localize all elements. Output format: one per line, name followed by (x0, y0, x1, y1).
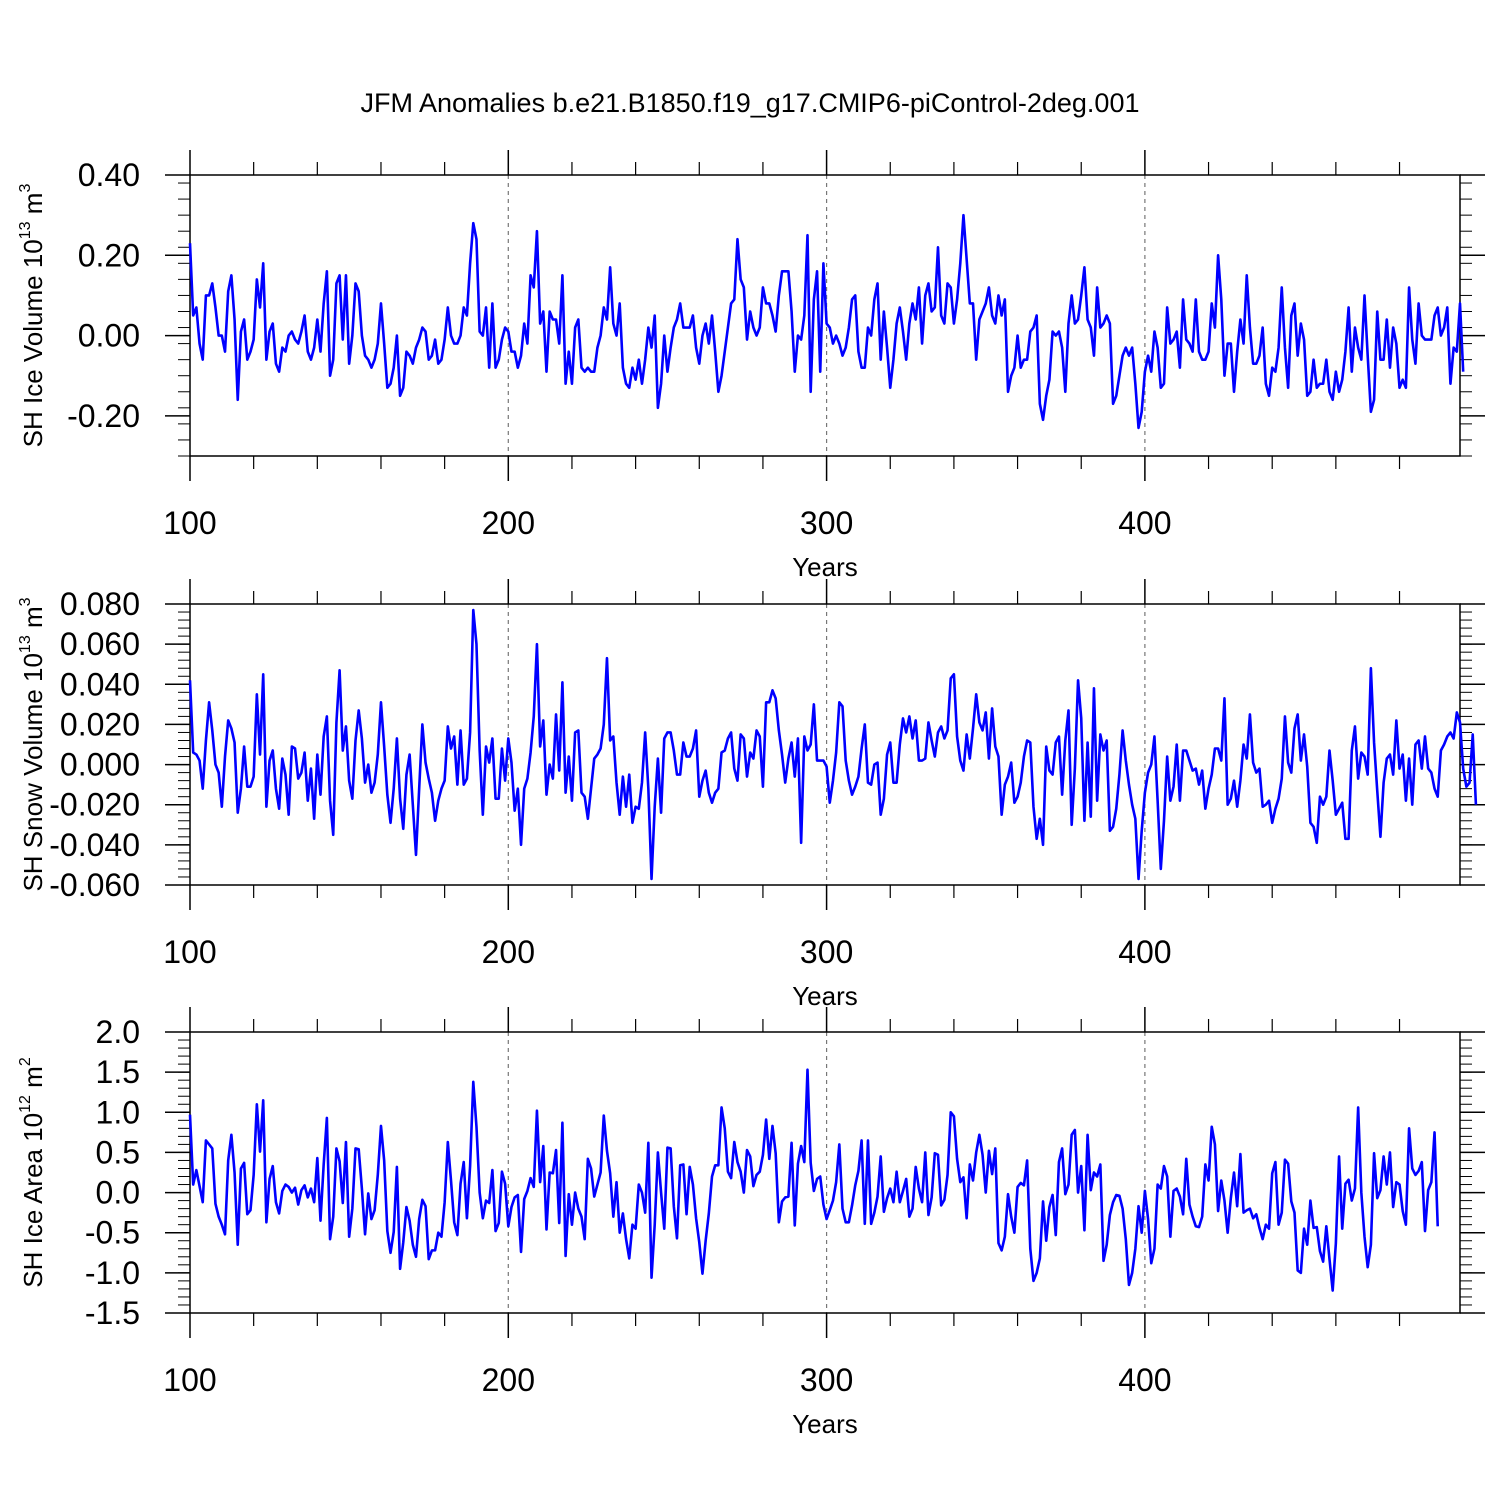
y-axis-title: SH Snow Volume 1013 m3 (17, 597, 48, 891)
x-tick-label: 300 (800, 505, 853, 541)
y-tick-label: -0.5 (85, 1215, 140, 1251)
x-axis-title: Years (792, 552, 858, 582)
chart-title: JFM Anomalies b.e21.B1850.f19_g17.CMIP6-… (361, 88, 1140, 118)
y-axis-title-unit: m (18, 193, 48, 222)
y-tick-label: 0.0 (96, 1175, 140, 1211)
y-tick-label: 0.00 (78, 318, 140, 354)
y-tick-label: -0.040 (49, 827, 140, 863)
x-tick-label: 400 (1118, 505, 1171, 541)
y-axis-title-unit-exp: 2 (17, 1057, 34, 1066)
y-tick-label: 0.40 (78, 157, 140, 193)
y-axis-title-exp: 12 (17, 1095, 34, 1113)
series-line (188, 1068, 1440, 1292)
panel-1: 100 200 300 400 Years 0.40 0.20 0.00 -0.20 SH Ice… (17, 150, 1485, 582)
x-tick-label: 300 (800, 934, 853, 970)
y-tick-label: 1.0 (96, 1094, 140, 1130)
x-axis-title: Years (792, 1409, 858, 1439)
y-axis-title-unit: m (18, 606, 48, 635)
x-tick-label: 200 (482, 1362, 535, 1398)
x-tick-label: 400 (1118, 1362, 1171, 1398)
y-axis-title-exp: 13 (17, 635, 34, 653)
y-tick-label: 2.0 (96, 1014, 140, 1050)
series-line (188, 608, 1478, 881)
y-tick-label: -0.20 (67, 398, 140, 434)
plot-frame (189, 603, 1461, 886)
y-tick-label: 0.5 (96, 1134, 140, 1170)
y-axis-title: SH Ice Volume 1013 m3 (17, 184, 48, 448)
y-tick-label: 0.060 (60, 626, 140, 662)
y-axis-title-unit-exp: 3 (17, 184, 34, 193)
x-axis-title: Years (792, 981, 858, 1011)
series-line (188, 213, 1465, 430)
y-axis-title-unit: m (18, 1066, 48, 1095)
x-tick-label: 300 (800, 1362, 853, 1398)
y-tick-label: 1.5 (96, 1054, 140, 1090)
x-tick-label: 200 (482, 505, 535, 541)
y-tick-label: 0.20 (78, 237, 140, 273)
y-axis-title: SH Ice Area 1012 m2 (17, 1057, 48, 1288)
x-tick-label: 400 (1118, 934, 1171, 970)
panels: 100 200 300 400 Years 0.40 0.20 0.00 -0.20 SH Ice… (17, 150, 1485, 1439)
x-tick-label: 100 (163, 505, 216, 541)
x-tick-label: 200 (482, 934, 535, 970)
x-tick-label: 100 (163, 1362, 216, 1398)
y-axis-title-text: SH Snow Volume 10 (18, 653, 48, 891)
y-axis-title-unit-exp: 3 (17, 597, 34, 606)
y-tick-label: -0.020 (49, 787, 140, 823)
plot-frame (189, 1031, 1461, 1314)
y-tick-label: 0.000 (60, 747, 140, 783)
y-tick-label: -1.0 (85, 1255, 140, 1291)
y-tick-label: 0.080 (60, 586, 140, 622)
y-axis-title-text: SH Ice Area 10 (18, 1113, 48, 1288)
y-axis-title-text: SH Ice Volume 10 (18, 239, 48, 447)
y-tick-label: -1.5 (85, 1295, 140, 1331)
x-tick-label: 100 (163, 934, 216, 970)
panel-3: 100 200 300 400 Years 2.0 1.5 1.0 0.5 0.0 -0.5 -1.0… (17, 1007, 1485, 1439)
y-axis-title-exp: 13 (17, 221, 34, 239)
y-tick-label: 0.020 (60, 706, 140, 742)
y-tick-label: 0.040 (60, 666, 140, 702)
panel-2: 100 200 300 400 Years 0.080 0.060 0.040 0.020 0.0… (17, 579, 1485, 1011)
y-tick-label: -0.060 (49, 867, 140, 903)
